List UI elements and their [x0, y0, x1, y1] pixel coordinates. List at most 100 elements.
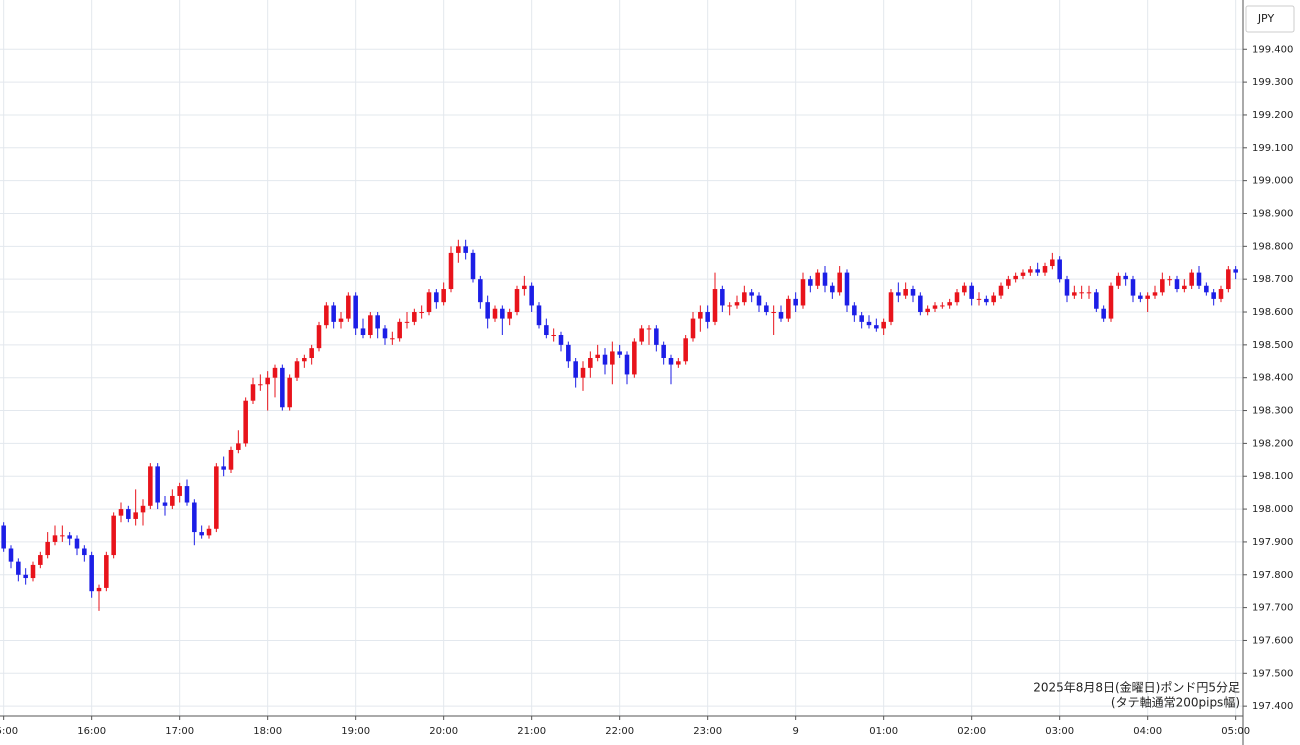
- y-tick-label: 198.800: [1252, 241, 1293, 252]
- x-tick-label: 05:00: [1221, 726, 1250, 737]
- candle-body: [602, 354, 608, 365]
- candle-body: [30, 564, 36, 579]
- candle-body: [925, 308, 930, 313]
- candle-body: [346, 295, 351, 319]
- candle-body: [1189, 272, 1194, 286]
- candle-body: [294, 361, 300, 378]
- candle-body: [250, 384, 256, 401]
- candle-body: [184, 486, 190, 503]
- candle-body: [82, 548, 87, 556]
- candle-body: [646, 328, 652, 330]
- y-tick-label: 198.900: [1252, 208, 1293, 219]
- candle-body: [954, 292, 960, 303]
- candle-body: [998, 285, 1004, 296]
- candle-body: [67, 535, 72, 539]
- y-tick-label: 198.400: [1252, 373, 1293, 384]
- y-tick-label: 198.700: [1252, 274, 1293, 285]
- candle-body: [522, 285, 527, 290]
- candle-body: [338, 318, 344, 322]
- candle-body: [1167, 279, 1172, 281]
- candle-body: [844, 272, 850, 306]
- candle-body: [852, 305, 857, 316]
- candle-body: [382, 328, 388, 339]
- y-tick-label: 197.900: [1252, 537, 1293, 548]
- candle-body: [962, 285, 967, 293]
- candle-body: [236, 443, 241, 450]
- candle-body: [243, 400, 248, 444]
- candle-body: [96, 587, 102, 592]
- candle-body: [287, 377, 292, 408]
- candle-body: [1233, 269, 1238, 273]
- candle-body: [595, 354, 600, 358]
- candle-body: [932, 305, 938, 309]
- y-tick-label: 198.100: [1252, 471, 1293, 482]
- candle-body: [16, 561, 21, 575]
- candle-body: [1006, 279, 1011, 286]
- y-tick-label: 197.700: [1252, 603, 1293, 614]
- candle-body: [815, 272, 820, 286]
- candle-body: [1094, 292, 1099, 309]
- candle-body: [140, 505, 146, 513]
- candle-body: [822, 272, 828, 286]
- candle-body: [302, 358, 307, 362]
- candle-body: [74, 538, 80, 549]
- candle-body: [360, 328, 366, 336]
- candle-body: [654, 328, 659, 345]
- candle-body: [1086, 292, 1092, 294]
- y-tick-label: 199.100: [1252, 143, 1293, 154]
- candle-body: [1050, 259, 1055, 267]
- candle-body: [441, 289, 446, 303]
- candle-body: [60, 535, 65, 537]
- candle-body: [734, 302, 740, 306]
- candle-body: [434, 292, 439, 303]
- candle-body: [1035, 269, 1040, 273]
- candle-body: [573, 361, 578, 378]
- candle-body: [111, 515, 116, 556]
- candle-body: [514, 289, 520, 313]
- candle-body: [1152, 292, 1158, 296]
- candle-body: [1182, 285, 1187, 290]
- candle-body: [199, 532, 204, 536]
- candle-body: [1145, 295, 1150, 299]
- candle-body: [1160, 279, 1165, 293]
- candle-body: [404, 321, 410, 323]
- candle-body: [1130, 279, 1136, 296]
- candle-body: [485, 302, 490, 319]
- y-tick-label: 199.200: [1252, 110, 1293, 121]
- candle-body: [1204, 285, 1209, 293]
- candle-body: [353, 295, 358, 329]
- candle-body: [170, 495, 175, 506]
- y-axis-label: JPY: [1257, 12, 1275, 25]
- candle-body: [866, 321, 872, 326]
- candle-body: [610, 351, 615, 365]
- candle-body: [624, 354, 630, 375]
- candle-body: [272, 367, 278, 378]
- candle-body: [1196, 272, 1202, 286]
- candle-body: [551, 335, 556, 337]
- candle-body: [397, 321, 402, 339]
- candle-body: [690, 318, 696, 339]
- candle-body: [265, 377, 270, 385]
- candle-body: [463, 246, 468, 253]
- candle-body: [749, 292, 754, 296]
- y-tick-label: 198.000: [1252, 504, 1293, 515]
- candle-body: [148, 466, 153, 506]
- candle-body: [228, 449, 234, 470]
- candle-body: [258, 384, 263, 386]
- candle-body: [778, 312, 784, 319]
- candle-body: [448, 252, 454, 290]
- candle-body: [23, 574, 28, 579]
- candle-body: [470, 252, 476, 280]
- candle-body: [192, 502, 197, 533]
- x-tick-label: 01:00: [869, 726, 898, 737]
- candle-body: [1218, 289, 1224, 299]
- candle-body: [1064, 279, 1070, 296]
- candle-body: [1013, 275, 1018, 280]
- x-tick-label: 21:00: [517, 726, 546, 737]
- candle-body: [155, 466, 160, 503]
- candle-body: [206, 528, 212, 536]
- x-tick-label: 18:00: [253, 726, 282, 737]
- candle-body: [1020, 272, 1026, 276]
- candle-body: [793, 298, 798, 306]
